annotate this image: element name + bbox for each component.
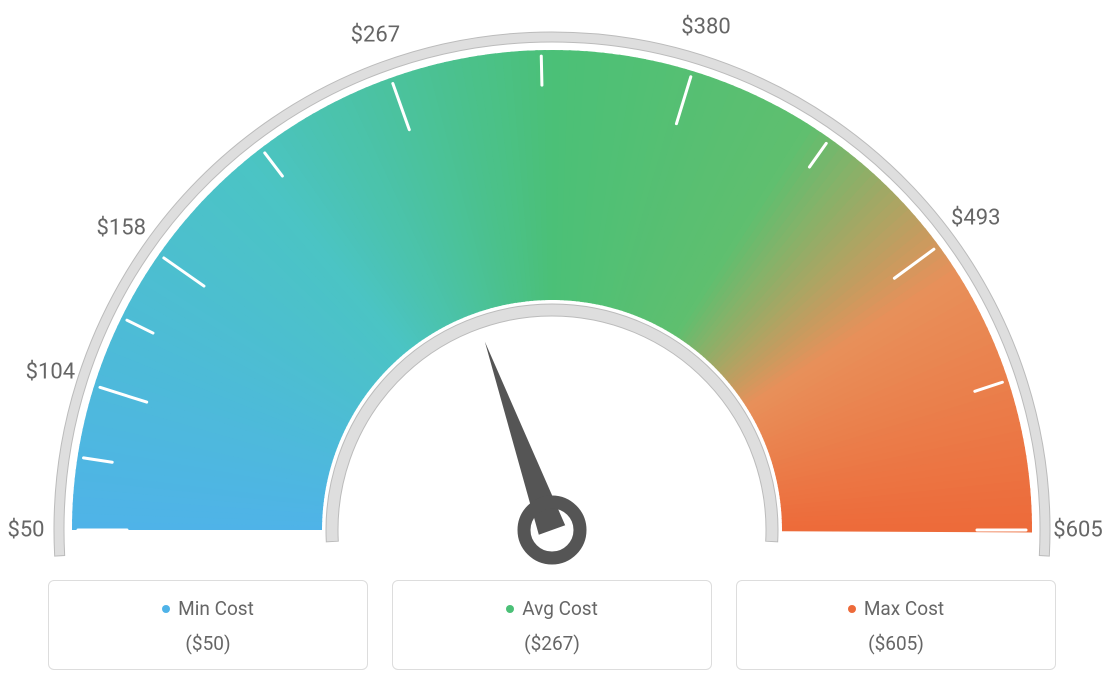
legend-avg-value: ($267): [393, 632, 711, 655]
legend-min-dot: [162, 605, 170, 613]
legend-avg-dot: [506, 605, 514, 613]
gauge-tick-label: $493: [951, 206, 1000, 231]
legend-max: Max Cost ($605): [736, 580, 1056, 670]
legend-max-value: ($605): [737, 632, 1055, 655]
legend-max-label: Max Cost: [848, 597, 944, 620]
gauge-tick-label: $267: [351, 22, 400, 47]
gauge-chart: $50$104$158$267$380$493$605: [32, 20, 1072, 580]
gauge-tick-label: $158: [97, 216, 146, 241]
gauge-tick-label: $50: [7, 518, 44, 543]
gauge-tick-label: $380: [681, 15, 730, 40]
gauge-svg: [32, 20, 1072, 580]
legend-min-text: Min Cost: [178, 597, 254, 620]
legend-max-dot: [848, 605, 856, 613]
legend-min-value: ($50): [49, 632, 367, 655]
legend-row: Min Cost ($50) Avg Cost ($267) Max Cost …: [47, 580, 1057, 670]
gauge-tick-label: $605: [1053, 518, 1102, 543]
legend-avg-label: Avg Cost: [506, 597, 598, 620]
legend-max-text: Max Cost: [864, 597, 944, 620]
legend-avg-text: Avg Cost: [522, 597, 598, 620]
legend-min: Min Cost ($50): [48, 580, 368, 670]
legend-avg: Avg Cost ($267): [392, 580, 712, 670]
legend-min-label: Min Cost: [162, 597, 254, 620]
gauge-tick-label: $104: [26, 359, 75, 384]
